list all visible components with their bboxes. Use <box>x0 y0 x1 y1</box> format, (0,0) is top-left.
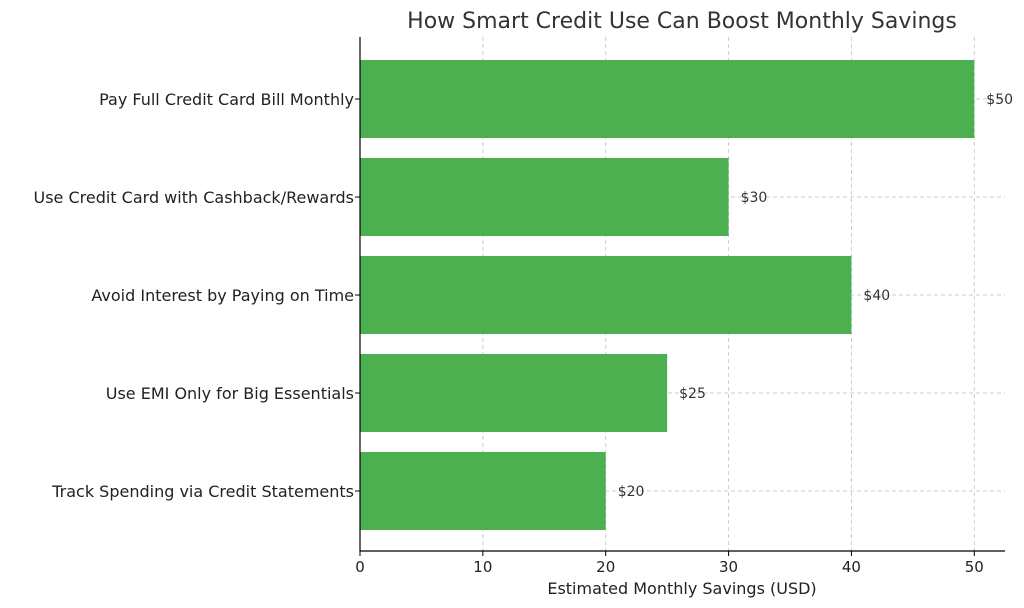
value-label-2: $40 <box>863 288 890 304</box>
category-label-2: Avoid Interest by Paying on Time <box>91 286 354 305</box>
x-tick-label-4: 40 <box>842 558 861 576</box>
x-tick-label-2: 20 <box>596 558 615 576</box>
bar-1 <box>360 158 729 236</box>
category-label-0: Pay Full Credit Card Bill Monthly <box>99 90 354 109</box>
chart-title: How Smart Credit Use Can Boost Monthly S… <box>407 9 957 34</box>
x-tick-label-0: 0 <box>355 558 365 576</box>
bar-4 <box>360 452 606 530</box>
x-tick-label-5: 50 <box>965 558 984 576</box>
x-tick-label-1: 10 <box>473 558 492 576</box>
bar-0 <box>360 60 975 138</box>
x-tick-label-3: 30 <box>719 558 738 576</box>
category-label-4: Track Spending via Credit Statements <box>51 482 354 501</box>
category-label-3: Use EMI Only for Big Essentials <box>106 384 354 403</box>
axes-layer <box>355 37 1005 556</box>
bar-2 <box>360 256 852 334</box>
value-label-4: $20 <box>618 484 645 500</box>
category-label-1: Use Credit Card with Cashback/Rewards <box>33 188 354 207</box>
bars-layer <box>360 60 975 530</box>
bar-3 <box>360 354 668 432</box>
labels-layer: $50 Pay Full Credit Card Bill Monthly $30 U… <box>33 90 1013 576</box>
value-label-3: $25 <box>679 386 706 402</box>
x-axis-label: Estimated Monthly Savings (USD) <box>547 579 816 598</box>
value-label-0: $50 <box>986 92 1013 108</box>
value-label-1: $30 <box>741 190 768 206</box>
